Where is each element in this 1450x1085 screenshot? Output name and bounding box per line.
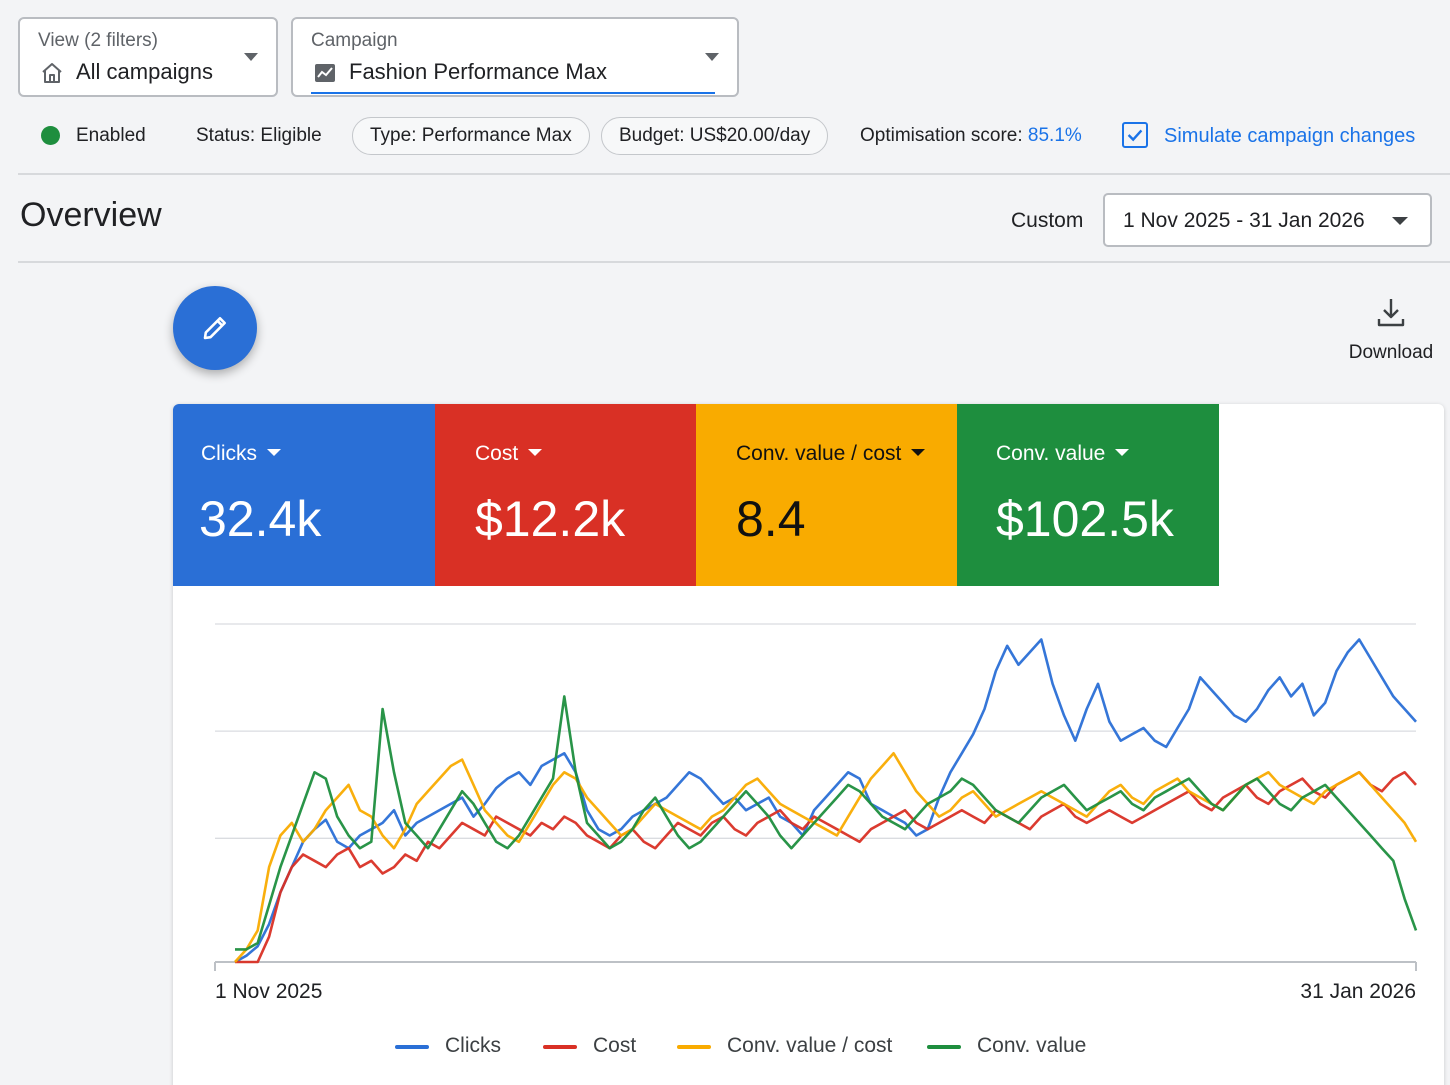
chevron-down-icon <box>705 53 719 61</box>
enabled-status-text: Enabled <box>76 125 146 146</box>
metric-value: 32.4k <box>199 491 322 547</box>
divider <box>18 261 1450 263</box>
campaign-selector[interactable]: Campaign Fashion Performance Max <box>291 17 739 97</box>
home-icon <box>42 63 62 83</box>
legend-label: Conv. value / cost <box>727 1034 893 1057</box>
download-label: Download <box>1348 342 1434 363</box>
divider <box>18 173 1450 175</box>
legend-swatch <box>677 1045 711 1049</box>
optimisation-score-value[interactable]: 85.1% <box>1027 125 1082 146</box>
eligibility-status: Status: Eligible <box>196 125 322 146</box>
view-selector-value: All campaigns <box>76 59 213 84</box>
chevron-down-icon <box>267 448 281 456</box>
chevron-down-icon <box>1392 217 1408 225</box>
focus-underline <box>311 92 715 94</box>
simulate-checkbox[interactable] <box>1122 122 1148 148</box>
legend-swatch <box>395 1045 429 1049</box>
legend-label: Conv. value <box>977 1034 1087 1057</box>
performance-chart-card: Clicks 32.4k Cost $12.2k Conv. value / c… <box>173 404 1444 1085</box>
metric-tile-cost[interactable]: Cost $12.2k <box>435 404 697 586</box>
enabled-status-dot <box>41 126 60 145</box>
date-range-type-label: Custom <box>1011 209 1084 232</box>
x-tick-label-start: 1 Nov 2025 <box>215 980 322 1003</box>
series-line-4 <box>235 695 1418 951</box>
optimisation-score-label: Optimisation score: <box>860 125 1023 146</box>
series-line-1 <box>234 638 1417 964</box>
view-selector-label: View (2 filters) <box>38 30 159 51</box>
chart-legend: Clicks Cost Conv. value / cost Conv. val… <box>173 1032 1444 1062</box>
metric-value: $102.5k <box>996 491 1174 547</box>
chevron-down-icon <box>528 448 543 456</box>
chevron-down-icon <box>244 53 258 61</box>
budget-chip[interactable]: Budget: US$20.00/day <box>601 117 829 155</box>
metric-value: 8.4 <box>736 491 806 547</box>
legend-swatch <box>543 1045 577 1049</box>
view-selector[interactable]: View (2 filters) All campaigns <box>18 17 278 97</box>
date-range-value: 1 Nov 2025 - 31 Jan 2026 <box>1123 209 1365 232</box>
pencil-icon <box>203 317 226 340</box>
edit-button[interactable] <box>173 286 257 370</box>
metric-label: Conv. value <box>996 442 1130 466</box>
download-icon <box>1377 299 1405 327</box>
trending-chart-icon <box>315 64 335 82</box>
series-line-2 <box>235 771 1417 964</box>
campaign-selector-label: Campaign <box>311 30 398 51</box>
chevron-down-icon <box>1115 448 1130 456</box>
metric-tile-clicks[interactable]: Clicks 32.4k <box>173 404 435 586</box>
metric-label: Clicks <box>201 442 281 466</box>
campaign-status-row: Enabled Status: Eligible Type: Performan… <box>0 117 1450 155</box>
download-button[interactable]: Download <box>1340 296 1442 368</box>
chevron-down-icon <box>911 448 926 456</box>
legend-label: Clicks <box>445 1034 501 1057</box>
metric-tile-conv-value[interactable]: Conv. value $102.5k <box>957 404 1219 586</box>
legend-label: Cost <box>593 1034 637 1057</box>
simulate-campaign-changes-link[interactable]: Simulate campaign changes <box>1164 125 1416 147</box>
x-tick-label-end: 31 Jan 2026 <box>1300 980 1416 1003</box>
campaign-selector-value: Fashion Performance Max <box>349 59 607 84</box>
metric-tile-conv-value-per-cost[interactable]: Conv. value / cost 8.4 <box>696 404 958 586</box>
metric-label: Cost <box>475 442 543 466</box>
optimisation-score: Optimisation score: 85.1% <box>860 125 1082 147</box>
type-chip[interactable]: Type: Performance Max <box>352 117 590 155</box>
metric-label: Conv. value / cost <box>736 442 926 466</box>
legend-swatch <box>927 1045 961 1049</box>
metric-value: $12.2k <box>475 491 626 547</box>
page-title: Overview <box>20 196 162 234</box>
performance-line-chart: 1 Nov 2025 31 Jan 2026 <box>214 623 1418 1003</box>
date-range-selector[interactable]: 1 Nov 2025 - 31 Jan 2026 <box>1103 193 1432 247</box>
checkmark-icon <box>1127 129 1142 141</box>
